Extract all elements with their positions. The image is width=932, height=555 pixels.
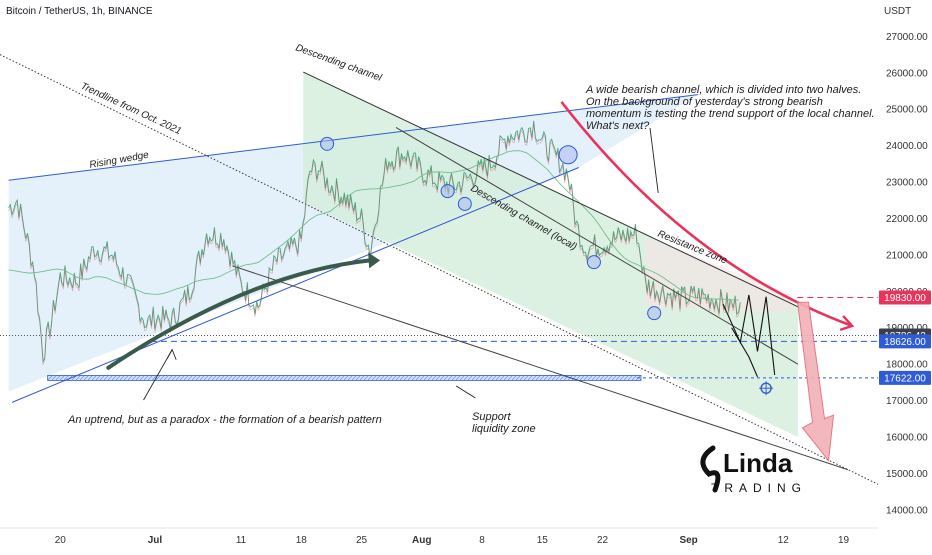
y-tick-label: 18000.00 xyxy=(886,360,928,371)
currency-label: USDT xyxy=(884,6,911,17)
y-tick-label: 23000.00 xyxy=(886,178,928,189)
price-tag-label: 17622.00 xyxy=(884,373,926,384)
x-tick-label: 19 xyxy=(838,535,850,546)
x-tick-label: 20 xyxy=(55,535,67,546)
y-tick-label: 25000.00 xyxy=(886,105,928,116)
touch-circle xyxy=(558,145,578,165)
support-zone-label: Support xyxy=(472,411,511,423)
descending-channel-fill xyxy=(303,72,798,437)
uptrend-note: An uptrend, but as a paradox - the forma… xyxy=(67,414,382,426)
x-tick-label: 11 xyxy=(236,535,247,546)
x-tick-label: 18 xyxy=(296,535,308,546)
price-tag xyxy=(879,334,931,349)
x-axis-ticks: 20 Jul 11 18 25 Aug 8 15 22 Sep 12 19 xyxy=(55,535,850,546)
projection-arrow xyxy=(796,301,835,462)
note-pointer xyxy=(649,127,659,194)
rising-wedge-upper-line xyxy=(8,94,698,181)
y-tick-label: 14000.00 xyxy=(886,505,928,516)
touch-circle xyxy=(647,306,662,321)
y-tick-label: 17000.00 xyxy=(886,396,928,407)
uptrend-arrow xyxy=(106,258,373,370)
y-tick-label: 16000.00 xyxy=(886,432,928,443)
main-note-text: On the background of yesterday's strong … xyxy=(586,96,823,108)
support-zone-label: liquidity zone xyxy=(472,423,536,435)
price-tag xyxy=(879,290,931,305)
projection-path xyxy=(722,294,776,376)
logo-subtext: TRADING xyxy=(711,481,807,495)
local-channel-line xyxy=(395,127,799,365)
y-tick-label: 22000.00 xyxy=(886,214,928,225)
price-candles-red xyxy=(8,123,741,366)
main-note-text: What's next? xyxy=(586,120,650,132)
y-tick-label: 27000.00 xyxy=(886,32,928,43)
touch-circle xyxy=(320,136,335,151)
main-note-text: momentum is testing the trend support of… xyxy=(586,108,875,120)
x-tick-label: 22 xyxy=(597,535,609,546)
x-tick-label: Sep xyxy=(679,535,697,546)
x-tick-label: 8 xyxy=(479,535,485,546)
y-tick-label: 15000.00 xyxy=(886,469,928,480)
x-tick-label: 25 xyxy=(356,535,368,546)
logo-mark xyxy=(700,445,721,493)
price-axis[interactable] xyxy=(878,0,932,550)
logo-text: Linda xyxy=(723,448,793,478)
x-tick-label: Jul xyxy=(148,535,163,546)
chart-title: Bitcoin / TetherUS, 1h, BINANCE xyxy=(6,6,153,17)
uptrend-arrowhead xyxy=(368,252,381,269)
y-tick-label: 24000.00 xyxy=(886,141,928,152)
x-tick-label: 15 xyxy=(537,535,549,546)
descending-channel-top xyxy=(303,71,801,309)
projection-path-2 xyxy=(731,327,758,378)
main-note-text: A wide bearish channel, which is divided… xyxy=(585,84,861,96)
y-tick-label: 26000.00 xyxy=(886,68,928,79)
price-tag-label: 19830.00 xyxy=(884,293,926,304)
rising-wedge-fill xyxy=(8,94,698,392)
descending-channel-bottom xyxy=(232,265,849,471)
touch-circle xyxy=(457,196,472,211)
touch-circle xyxy=(440,184,455,199)
support-pointer xyxy=(455,385,476,399)
trendline-label: Trendline from Oct. 2021 xyxy=(79,81,183,137)
y-tick-label: 21000.00 xyxy=(886,250,928,261)
price-tag-label: 18626.00 xyxy=(884,337,926,348)
moving-average xyxy=(8,150,739,301)
rising-wedge-lower-line xyxy=(11,167,579,403)
touch-circle xyxy=(586,255,601,270)
price-candles xyxy=(8,120,741,364)
x-tick-label: 12 xyxy=(778,535,790,546)
uptrend-pointer-head xyxy=(166,348,177,360)
resistance-zone-fill xyxy=(645,236,792,314)
support-zone-bar xyxy=(47,375,642,381)
price-tag xyxy=(879,370,931,385)
x-tick-label: Aug xyxy=(412,535,431,546)
resistance-arrowhead xyxy=(839,315,855,332)
